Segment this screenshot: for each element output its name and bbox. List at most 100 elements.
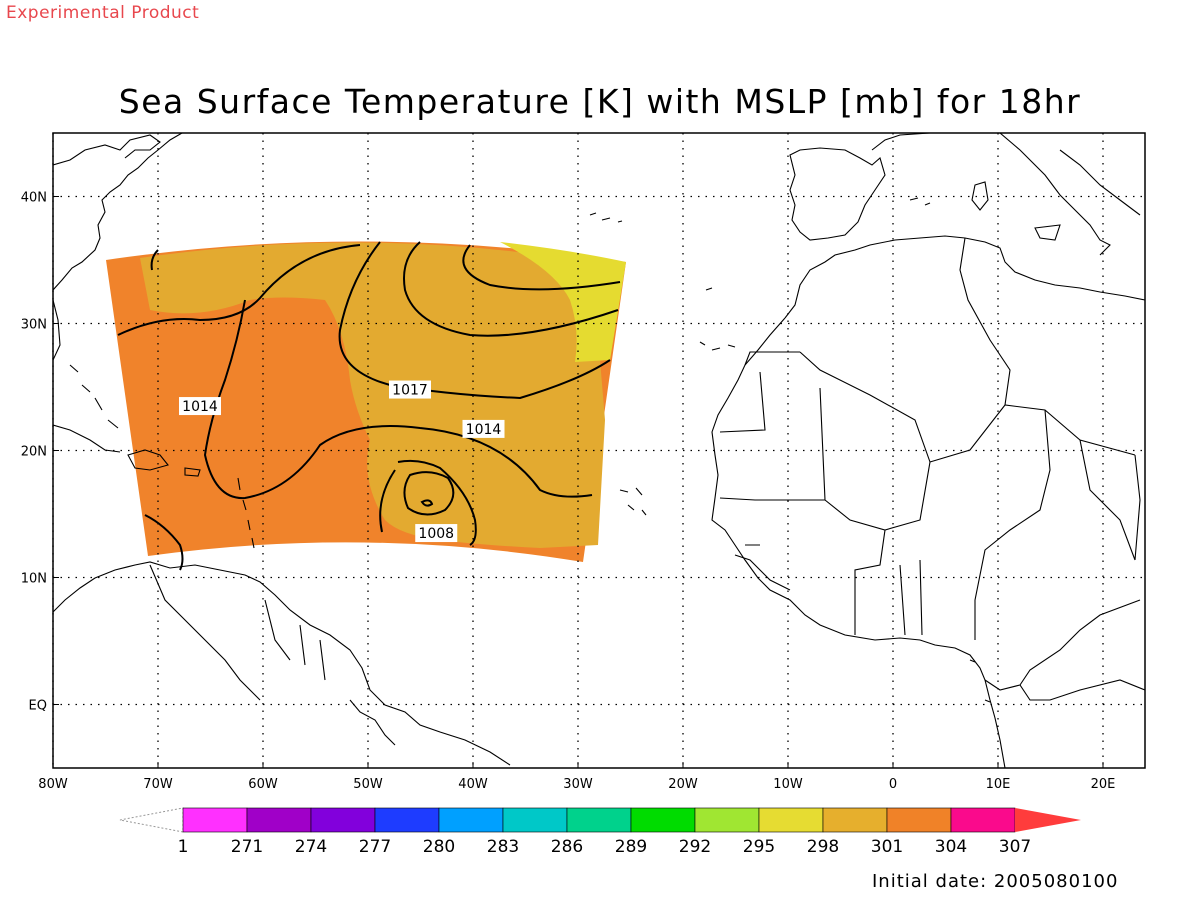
madeira <box>705 287 713 291</box>
puerto-rico <box>184 467 201 477</box>
isobar-label-box <box>179 397 221 416</box>
colorbar-label: 307 <box>999 837 1031 857</box>
isobar-label: 1014 <box>182 399 218 415</box>
colorbar-label: 295 <box>743 837 775 857</box>
map-frame <box>52 132 1146 769</box>
isobar-southwest <box>144 514 184 571</box>
lon-label: 0 <box>889 777 897 792</box>
canary-islands <box>699 341 736 351</box>
colorbar-swatch <box>438 807 504 833</box>
colorbar-label: 304 <box>935 837 967 857</box>
isobar-labels: 1014 1017 1014 1008 <box>179 380 505 543</box>
isobar-north <box>403 241 619 337</box>
colorbar-swatch <box>694 807 760 833</box>
colorbar-label: 274 <box>295 837 327 857</box>
lon-label: 70W <box>143 777 173 792</box>
isobar-small-north <box>150 249 159 271</box>
nova-scotia-coast <box>53 134 161 166</box>
italy-coast <box>999 133 1111 256</box>
isobar-label-box <box>462 419 505 438</box>
france-coast <box>871 133 931 151</box>
guianas-borders <box>264 599 326 681</box>
colorbar-label: 280 <box>423 837 455 857</box>
isobar-label: 1008 <box>418 526 454 542</box>
balkans-coast <box>1059 149 1141 216</box>
west-africa-coast <box>711 317 1006 768</box>
colorbar-label: 292 <box>679 837 711 857</box>
colorbar-swatch <box>950 807 1016 833</box>
lat-label: 30N <box>21 318 47 333</box>
venezuela-interior-border <box>149 564 261 701</box>
sst-band-298 <box>500 242 626 362</box>
lon-label: 20E <box>1091 777 1116 792</box>
coastlines <box>53 133 1145 768</box>
lat-label: 20N <box>21 445 47 460</box>
colorbar-label: 277 <box>359 837 391 857</box>
cape-verde <box>619 487 647 516</box>
sst-shading <box>106 241 626 562</box>
isobar-label: 1014 <box>466 422 502 438</box>
chart-title: Sea Surface Temperature [K] with MSLP [m… <box>118 82 1082 121</box>
lon-label: 40W <box>458 777 488 792</box>
lon-label: 10W <box>773 777 803 792</box>
colorbar-label: 283 <box>487 837 519 857</box>
axis-labels: 80W 70W 60W 50W 40W 30W 20W 10W 0 10E 20E 40N 30N 20N… <box>21 191 1116 793</box>
colorbar-swatch <box>758 807 824 833</box>
lat-label: 10N <box>21 572 47 587</box>
isobar-1011-low <box>379 459 477 546</box>
isobar-1014-west <box>203 299 593 500</box>
colorbar-label: 289 <box>615 837 647 857</box>
sst-band-301 <box>140 242 605 548</box>
colorbar-over-arrow <box>1015 808 1081 832</box>
colorbar-swatch <box>566 807 632 833</box>
lon-label: 20W <box>668 777 698 792</box>
experimental-product-label: Experimental Product <box>6 3 200 23</box>
isobar-northeast <box>462 244 621 291</box>
african-borders <box>719 237 1145 701</box>
azores <box>589 212 623 223</box>
colorbar-label: 298 <box>807 837 839 857</box>
isobar-label-box <box>415 524 458 543</box>
colorbar-label: 271 <box>231 837 263 857</box>
lesser-antilles <box>237 477 255 549</box>
colorbar: 1 271 274 277 280 283 286 289 292 295 298 301 304 307 <box>119 807 1081 857</box>
colorbar-swatch <box>502 807 568 833</box>
colorbar-swatch <box>310 807 376 833</box>
isobar-label-box <box>389 380 431 399</box>
colorbar-under-arrow <box>119 807 184 833</box>
amazon-mouth <box>349 699 396 746</box>
colorbar-swatch <box>246 807 312 833</box>
lat-label: 40N <box>21 191 47 206</box>
lon-label: 30W <box>563 777 593 792</box>
isobar-low-center <box>420 499 434 507</box>
sicily <box>1034 224 1061 241</box>
hispaniola <box>127 449 169 471</box>
colorbar-swatch <box>374 807 440 833</box>
lon-label: 10E <box>986 777 1011 792</box>
north-america-coast <box>53 133 183 291</box>
colorbar-label: 286 <box>551 837 583 857</box>
colorbar-swatch <box>886 807 952 833</box>
us-southeast-coast <box>53 299 61 361</box>
lon-label: 80W <box>38 777 68 792</box>
lon-label: 50W <box>353 777 383 792</box>
iberia-coast <box>789 147 886 241</box>
colorbar-swatch <box>822 807 888 833</box>
colorbar-swatch <box>630 807 696 833</box>
isobar-upper-left <box>117 244 361 336</box>
colorbar-label: 1 <box>178 837 189 857</box>
lat-label: EQ <box>29 699 47 714</box>
north-africa-coast <box>784 235 1145 319</box>
sardinia <box>971 181 989 211</box>
gulf-of-guinea-islands <box>969 659 991 703</box>
south-america-coast <box>53 561 511 766</box>
initial-date-label: Initial date: 2005080100 <box>872 871 1119 892</box>
balearics <box>909 197 931 206</box>
lat-lon-grid <box>52 133 1145 768</box>
isobar-label: 1017 <box>392 383 428 399</box>
cuba <box>53 424 121 453</box>
isobar-1008-low <box>403 471 455 516</box>
colorbar-label: 301 <box>871 837 903 857</box>
lon-label: 60W <box>248 777 278 792</box>
